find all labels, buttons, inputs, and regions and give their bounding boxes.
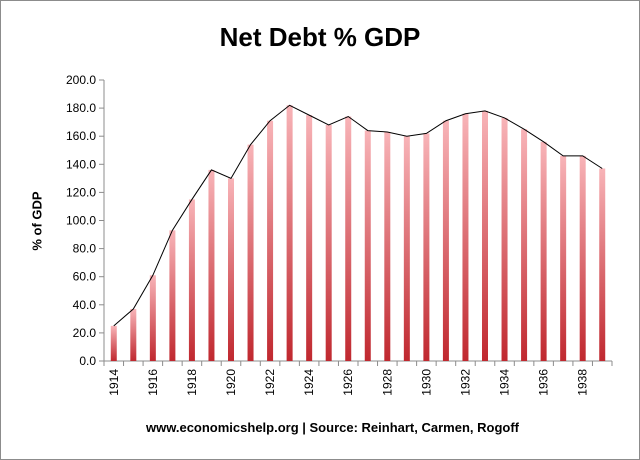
- y-tick-label: 80.0: [73, 242, 97, 256]
- bar-1930: [423, 133, 430, 361]
- x-tick-label: 1922: [263, 369, 277, 396]
- bar-1922: [267, 120, 274, 362]
- y-tick-label: 20.0: [73, 326, 97, 340]
- trend-line: [113, 104, 603, 327]
- bar-1915: [130, 309, 137, 361]
- bar-1918: [188, 199, 195, 361]
- y-tick-label: 180.0: [66, 101, 96, 115]
- y-tick-label: 40.0: [73, 298, 97, 312]
- y-tick-label: 140.0: [66, 157, 96, 171]
- bar-1932: [462, 113, 469, 361]
- source-note: www.economicshelp.org | Source: Reinhart…: [146, 420, 519, 435]
- bar-1914: [110, 325, 117, 361]
- x-tick-label: 1926: [341, 369, 355, 396]
- bar-1917: [169, 230, 176, 361]
- x-tick-label: 1936: [537, 369, 551, 396]
- x-tick-label: 1924: [302, 369, 316, 396]
- bar-1929: [403, 136, 410, 361]
- y-tick-label: 160.0: [66, 129, 96, 143]
- bar-1923: [286, 105, 293, 361]
- x-tick-label: 1934: [498, 369, 512, 396]
- bar-1924: [306, 115, 313, 361]
- y-tick-label: 100.0: [66, 214, 96, 228]
- trend-line-group: [113, 104, 603, 327]
- x-tick-label: 1916: [146, 369, 160, 396]
- y-tick-label: 0.0: [79, 354, 96, 368]
- y-axis: 0.0 20.0 40.0 60.0 80.0 100.0 120.0 140.0 160.0 1…: [66, 73, 105, 368]
- x-tick-label: 1930: [419, 369, 433, 396]
- bar-1934: [501, 117, 508, 361]
- bar-1928: [384, 131, 391, 361]
- bar-1925: [325, 124, 332, 362]
- bar-1939: [599, 168, 606, 361]
- bar-1935: [521, 129, 528, 361]
- bar-1921: [247, 144, 254, 361]
- x-tick-label: 1932: [458, 369, 472, 396]
- bar-1938: [579, 155, 586, 361]
- chart-title: Net Debt % GDP: [219, 22, 421, 52]
- bar-1920: [228, 178, 234, 361]
- bar-1926: [345, 116, 352, 361]
- y-tick-label: 60.0: [73, 270, 97, 284]
- x-tick-label: 1938: [576, 369, 590, 396]
- bar-1919: [208, 169, 215, 361]
- x-axis: 1914 1916 1918 1920 1922 1924 1926 1928 1930 1932…: [103, 360, 613, 396]
- x-tick-label: 1920: [224, 369, 238, 396]
- bar-1931: [442, 120, 449, 362]
- x-tick-label: 1918: [185, 369, 199, 396]
- bar-1937: [560, 155, 567, 361]
- bars-group: [110, 105, 606, 362]
- bar-1936: [540, 141, 547, 361]
- x-tick-label: 1928: [380, 369, 394, 396]
- bar-1927: [364, 130, 371, 361]
- y-tick-label: 120.0: [66, 185, 96, 199]
- x-tick-label: 1914: [107, 369, 121, 396]
- y-tick-label: 200.0: [66, 73, 96, 87]
- bar-1916: [149, 275, 156, 361]
- bar-1933: [482, 110, 488, 361]
